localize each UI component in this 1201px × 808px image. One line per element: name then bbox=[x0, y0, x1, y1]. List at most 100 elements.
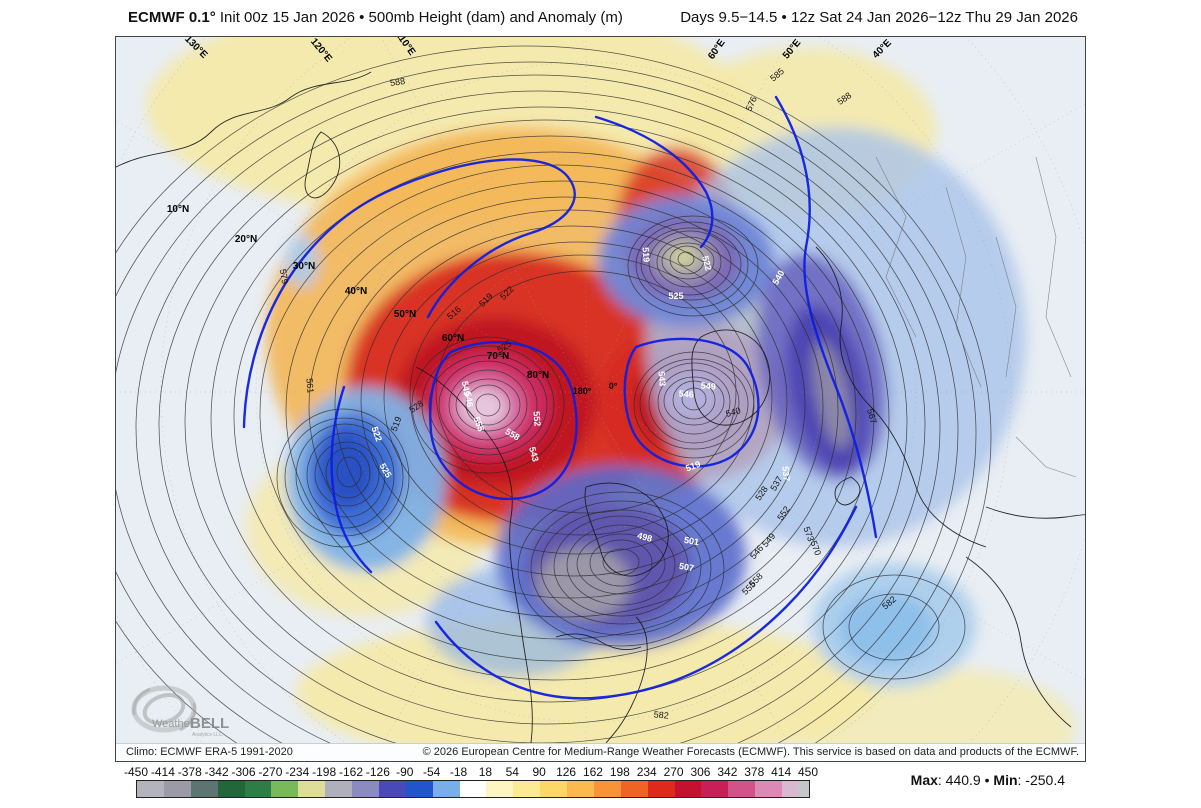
model-name: ECMWF 0.1 bbox=[128, 9, 210, 26]
colorbar-segment bbox=[620, 781, 648, 797]
contour-ring bbox=[438, 360, 538, 450]
colorbar-segment bbox=[244, 781, 272, 797]
map-label: 522 bbox=[700, 255, 714, 272]
contour-ring bbox=[314, 441, 380, 507]
colorbar-tick-label: 450 bbox=[797, 765, 819, 779]
colorbar-ticks: -450 -414 -378 -342 -306 -270 -234 -198 -162 -126… bbox=[124, 765, 818, 779]
colorbar-segment bbox=[190, 781, 218, 797]
contour-ring bbox=[295, 423, 395, 529]
contour-ring bbox=[633, 351, 755, 459]
contour-ring bbox=[308, 196, 824, 618]
colorbar-segment bbox=[217, 781, 245, 797]
map-label: 552 bbox=[531, 411, 542, 427]
colorbar-segment bbox=[405, 781, 433, 797]
contour-ring bbox=[661, 242, 715, 280]
attribution-bar: Climo: ECMWF ERA-5 1991-2020 © 2026 Euro… bbox=[116, 743, 1085, 761]
contour-ring bbox=[383, 241, 773, 555]
contour-ring bbox=[848, 593, 940, 661]
map-label: 588 bbox=[389, 76, 405, 88]
contour-ring bbox=[648, 362, 740, 444]
colorbar-segment bbox=[782, 781, 809, 797]
map-label: 537 bbox=[780, 466, 791, 482]
colorbar-segment bbox=[298, 781, 326, 797]
map-label: 573 bbox=[802, 525, 817, 543]
contour-ring bbox=[411, 336, 565, 474]
header: ECMWF 0.1° Init 00z 15 Jan 2026 • 500mb … bbox=[0, 9, 1201, 35]
contour-ring bbox=[669, 245, 705, 275]
colorbar-segments bbox=[136, 780, 810, 798]
contour-ring bbox=[158, 106, 926, 743]
contour-ring bbox=[336, 456, 362, 488]
colorbar-tick-label: -18 bbox=[449, 765, 468, 779]
colorbar-segment bbox=[271, 781, 299, 797]
colorbar-tick-label: -234 bbox=[285, 765, 310, 779]
contour-ring bbox=[576, 533, 666, 595]
map-label: 10°N bbox=[167, 204, 189, 215]
max-min-readout: Max: 440.9 • Min: -250.4 bbox=[910, 772, 1065, 788]
logo-word1: Weather bbox=[152, 718, 194, 730]
map-label: 546 bbox=[678, 388, 694, 399]
colorbar-tick-label: 54 bbox=[505, 765, 519, 779]
colorbar-tick-label: 198 bbox=[609, 765, 630, 779]
contour-ring bbox=[822, 574, 966, 680]
contour-ring bbox=[306, 432, 386, 518]
map-label: 546 bbox=[463, 391, 475, 408]
contour-ring bbox=[276, 408, 410, 548]
contour-ring bbox=[116, 61, 977, 743]
contour-ring bbox=[325, 447, 371, 499]
map-label: 549 bbox=[700, 380, 716, 391]
graticule-lines bbox=[116, 37, 1085, 743]
maxmin-separator: • bbox=[984, 772, 990, 788]
colorbar-tick-label: -450 bbox=[123, 765, 149, 779]
contour-ring bbox=[259, 164, 857, 662]
contour-ring bbox=[428, 354, 548, 456]
map-label: 501 bbox=[683, 535, 700, 547]
colorbar-segment bbox=[378, 781, 406, 797]
map-label: 570 bbox=[809, 539, 824, 557]
colorbar-tick-label: -126 bbox=[365, 765, 390, 779]
title-left-rest: Init 00z 15 Jan 2026 • 500mb Height (dam… bbox=[215, 9, 623, 26]
contour-ring bbox=[435, 270, 737, 514]
graticule-meridian bbox=[585, 103, 1085, 393]
contour-ring bbox=[530, 500, 712, 636]
title-right: Days 9.5−14.5 • 12z Sat 24 Jan 2026−12z … bbox=[680, 9, 1078, 26]
map-label: 525 bbox=[668, 291, 683, 301]
colorbar-tick-label: 270 bbox=[663, 765, 684, 779]
coastlines bbox=[116, 71, 1085, 743]
map-label: 50°N bbox=[394, 309, 416, 320]
colorbar-segment bbox=[755, 781, 782, 797]
colorbar-segment bbox=[459, 781, 487, 797]
colorbar-segment bbox=[540, 781, 567, 797]
map-label: 561 bbox=[304, 378, 315, 394]
colorbar-tick-label: 18 bbox=[478, 765, 493, 779]
colorbar-tick-label: 126 bbox=[556, 765, 577, 779]
logo-sub: Analytics LLC bbox=[192, 732, 223, 738]
map-label: 549 bbox=[460, 380, 472, 397]
contour-ring bbox=[635, 221, 749, 309]
colorbar-tick-label: 342 bbox=[717, 765, 738, 779]
contour-ring bbox=[285, 180, 839, 640]
colorbar-tick-label: 90 bbox=[532, 765, 546, 779]
contour-ring bbox=[517, 491, 725, 647]
graticule-meridian bbox=[585, 391, 1085, 681]
map-label: 555 bbox=[472, 415, 487, 433]
contour-ring bbox=[640, 227, 742, 301]
max-label: Max bbox=[910, 772, 938, 788]
contour-ring bbox=[184, 119, 908, 725]
colorbar-tick-label: -54 bbox=[423, 765, 441, 779]
contour-ring bbox=[602, 548, 640, 576]
title-left: ECMWF 0.1° Init 00z 15 Jan 2026 • 500mb … bbox=[128, 9, 623, 26]
colorbar-segment bbox=[728, 781, 756, 797]
contour-ring bbox=[656, 236, 722, 288]
map-label: 70°N bbox=[487, 351, 509, 362]
map-label: 543 bbox=[527, 446, 541, 463]
colorbar-segment bbox=[432, 781, 460, 797]
colorbar-tick-label: 306 bbox=[690, 765, 711, 779]
colorbar-tick-label: -270 bbox=[258, 765, 283, 779]
map-frame: 10°N 20°N 30°N 40°N 50°N 60°N 70°N 80°N 180° 0° 13… bbox=[115, 36, 1086, 762]
colorbar-segment bbox=[352, 781, 379, 797]
graticule-meridian bbox=[116, 391, 587, 664]
map-label: 507 bbox=[678, 561, 695, 573]
